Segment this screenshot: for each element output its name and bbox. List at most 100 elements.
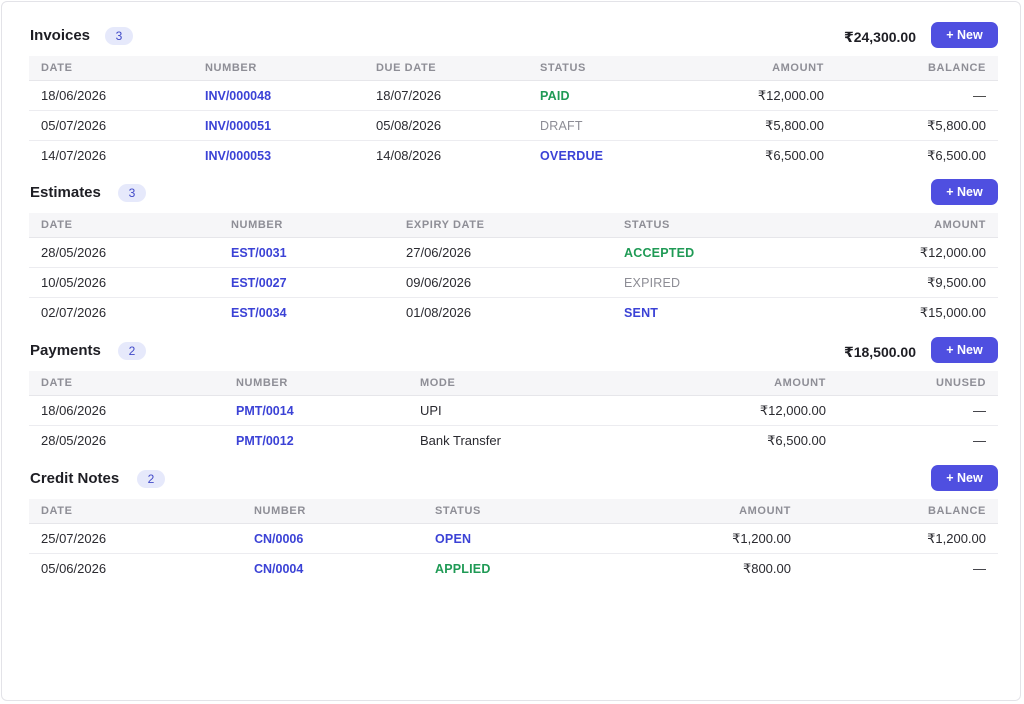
table-header-row: DATE NUMBER MODE AMOUNT UNUSED [29, 371, 998, 396]
cell-date: 18/06/2026 [29, 80, 193, 111]
estimates-table: DATE NUMBER EXPIRY DATE STATUS AMOUNT 28… [29, 213, 998, 327]
estimate-number-link[interactable]: EST/0027 [231, 276, 287, 290]
status-badge: ACCEPTED [624, 246, 695, 260]
invoice-number-link[interactable]: INV/000048 [205, 89, 272, 103]
credit-note-number-link[interactable]: CN/0004 [254, 562, 304, 576]
cell-date: 28/05/2026 [29, 237, 219, 268]
table-row[interactable]: 14/07/2026 INV/000053 14/08/2026 OVERDUE… [29, 140, 998, 170]
payment-number-link[interactable]: PMT/0012 [236, 434, 294, 448]
column-header-number[interactable]: NUMBER [224, 371, 408, 396]
status-badge: EXPIRED [624, 276, 681, 290]
cell-date: 18/06/2026 [29, 395, 224, 426]
column-header-mode[interactable]: MODE [408, 371, 608, 396]
column-header-date[interactable]: DATE [29, 371, 224, 396]
column-header-unused[interactable]: UNUSED [838, 371, 998, 396]
table-row[interactable]: 05/07/2026 INV/000051 05/08/2026 DRAFT ₹… [29, 110, 998, 141]
table-row[interactable]: 28/05/2026 EST/0031 27/06/2026 ACCEPTED … [29, 237, 998, 268]
payment-number-link[interactable]: PMT/0014 [236, 404, 294, 418]
column-header-status[interactable]: STATUS [423, 499, 623, 524]
cell-amount: ₹12,000.00 [608, 395, 838, 426]
column-header-balance[interactable]: BALANCE [803, 499, 998, 524]
table-row[interactable]: 10/05/2026 EST/0027 09/06/2026 EXPIRED ₹… [29, 267, 998, 298]
cell-mode: Bank Transfer [408, 425, 608, 455]
credit-notes-title: Credit Notes [30, 470, 120, 487]
credit-note-number-link[interactable]: CN/0006 [254, 532, 304, 546]
cell-date: 05/06/2026 [29, 553, 242, 583]
column-header-date[interactable]: DATE [29, 499, 242, 524]
estimates-count-badge: 3 [118, 184, 146, 202]
cell-balance: ₹1,200.00 [803, 523, 998, 554]
table-header-row: DATE NUMBER STATUS AMOUNT BALANCE [29, 499, 998, 524]
payments-title: Payments [30, 342, 101, 359]
cell-amount: ₹6,500.00 [608, 425, 838, 455]
status-badge: APPLIED [435, 562, 491, 576]
payments-header: Payments 2 ₹18,500.00 + New [29, 337, 998, 367]
cell-date: 28/05/2026 [29, 425, 224, 455]
cell-amount: ₹12,000.00 [812, 237, 998, 268]
cell-amount: ₹5,800.00 [692, 110, 836, 141]
column-header-expiry-date[interactable]: EXPIRY DATE [394, 213, 612, 238]
column-header-status[interactable]: STATUS [528, 56, 692, 81]
table-row[interactable]: 02/07/2026 EST/0034 01/08/2026 SENT ₹15,… [29, 297, 998, 327]
table-row[interactable]: 05/06/2026 CN/0004 APPLIED ₹800.00 — [29, 553, 998, 583]
table-row[interactable]: 25/07/2026 CN/0006 OPEN ₹1,200.00 ₹1,200… [29, 523, 998, 554]
cell-amount: ₹1,200.00 [623, 523, 803, 554]
credit-notes-table: DATE NUMBER STATUS AMOUNT BALANCE 25/07/… [29, 499, 998, 583]
invoices-total: ₹24,300.00 [843, 29, 916, 45]
cell-due-date: 05/08/2026 [364, 110, 528, 141]
estimate-number-link[interactable]: EST/0031 [231, 246, 287, 260]
estimate-number-link[interactable]: EST/0034 [231, 306, 287, 320]
column-header-amount[interactable]: AMOUNT [623, 499, 803, 524]
payments-section: Payments 2 ₹18,500.00 + New DATE NUMBER … [29, 337, 998, 455]
cell-unused: — [838, 395, 998, 426]
table-row[interactable]: 18/06/2026 INV/000048 18/07/2026 PAID ₹1… [29, 80, 998, 111]
new-invoice-button[interactable]: + New [931, 22, 998, 48]
column-header-status[interactable]: STATUS [612, 213, 812, 238]
cell-mode: UPI [408, 395, 608, 426]
cell-amount: ₹800.00 [623, 553, 803, 583]
cell-amount: ₹15,000.00 [812, 297, 998, 327]
table-header-row: DATE NUMBER EXPIRY DATE STATUS AMOUNT [29, 213, 998, 238]
new-payment-button[interactable]: + New [931, 337, 998, 363]
table-row[interactable]: 28/05/2026 PMT/0012 Bank Transfer ₹6,500… [29, 425, 998, 455]
cell-expiry-date: 01/08/2026 [394, 297, 612, 327]
column-header-due-date[interactable]: DUE DATE [364, 56, 528, 81]
column-header-number[interactable]: NUMBER [219, 213, 394, 238]
column-header-number[interactable]: NUMBER [193, 56, 364, 81]
estimates-section: Estimates 3 + New DATE NUMBER EXPIRY DAT… [29, 179, 998, 327]
estimates-title: Estimates [30, 184, 101, 201]
invoices-table: DATE NUMBER DUE DATE STATUS AMOUNT BALAN… [29, 56, 998, 170]
invoices-title: Invoices [30, 27, 91, 44]
cell-balance: — [803, 553, 998, 583]
column-header-amount[interactable]: AMOUNT [608, 371, 838, 396]
column-header-amount[interactable]: AMOUNT [692, 56, 836, 81]
status-badge: DRAFT [540, 119, 583, 133]
invoice-number-link[interactable]: INV/000053 [205, 149, 272, 163]
credit-notes-count-badge: 2 [137, 470, 165, 488]
payments-table: DATE NUMBER MODE AMOUNT UNUSED 18/06/202… [29, 371, 998, 455]
status-badge: OVERDUE [540, 149, 604, 163]
cell-expiry-date: 09/06/2026 [394, 267, 612, 298]
column-header-number[interactable]: NUMBER [242, 499, 423, 524]
column-header-date[interactable]: DATE [29, 56, 193, 81]
invoice-number-link[interactable]: INV/000051 [205, 119, 272, 133]
new-credit-note-button[interactable]: + New [931, 465, 998, 491]
new-estimate-button[interactable]: + New [931, 179, 998, 205]
cell-date: 25/07/2026 [29, 523, 242, 554]
table-row[interactable]: 18/06/2026 PMT/0014 UPI ₹12,000.00 — [29, 395, 998, 426]
column-header-date[interactable]: DATE [29, 213, 219, 238]
cell-balance: ₹5,800.00 [836, 110, 998, 141]
cell-amount: ₹9,500.00 [812, 267, 998, 298]
invoices-count-badge: 3 [105, 27, 133, 45]
cell-date: 10/05/2026 [29, 267, 219, 298]
invoices-section: Invoices 3 ₹24,300.00 + New DATE NUMBER … [29, 22, 998, 170]
status-badge: SENT [624, 306, 659, 320]
cell-expiry-date: 27/06/2026 [394, 237, 612, 268]
column-header-amount[interactable]: AMOUNT [812, 213, 998, 238]
column-header-balance[interactable]: BALANCE [836, 56, 998, 81]
cell-due-date: 18/07/2026 [364, 80, 528, 111]
cell-balance: ₹6,500.00 [836, 140, 998, 170]
payments-count-badge: 2 [118, 342, 146, 360]
cell-date: 02/07/2026 [29, 297, 219, 327]
